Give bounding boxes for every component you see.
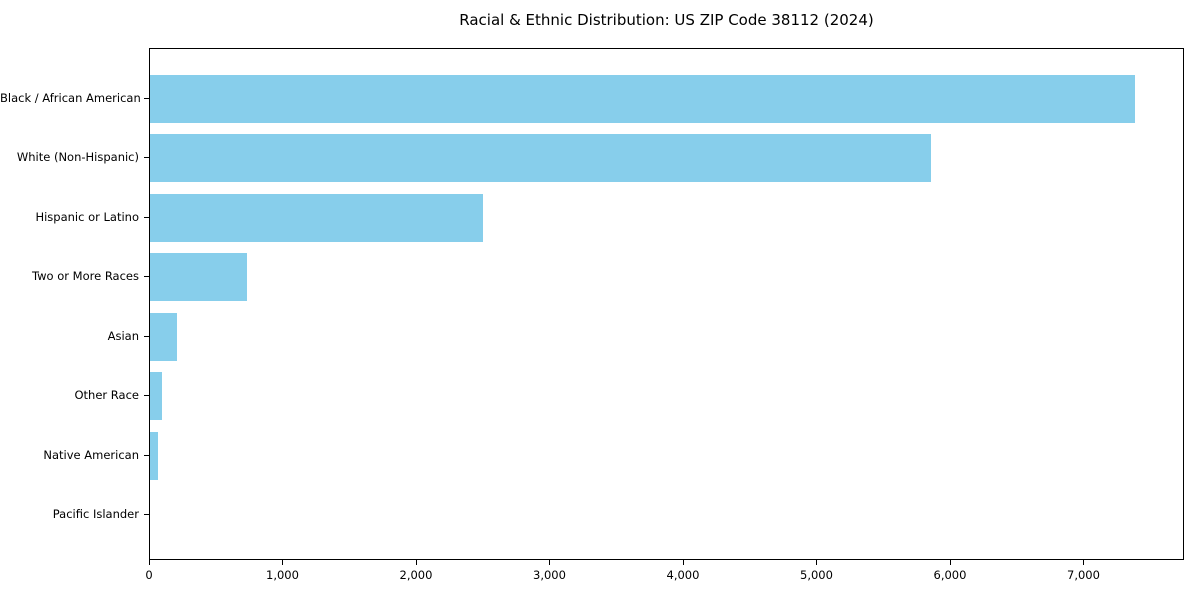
y-axis-category-label: Native American (43, 447, 139, 462)
y-axis-category-label: Two or More Races (32, 269, 139, 284)
bar (150, 372, 162, 421)
bar (150, 431, 158, 480)
bar (150, 134, 931, 183)
y-tick-mark (144, 157, 149, 159)
y-axis-category-label: Asian (107, 328, 139, 343)
bar (150, 75, 1135, 123)
x-tick-label: 7,000 (1067, 568, 1100, 582)
y-tick-mark (144, 454, 149, 456)
x-tick-mark (816, 560, 818, 565)
x-tick-mark (282, 560, 284, 565)
y-tick-mark (144, 98, 149, 99)
x-tick-label: 3,000 (533, 568, 566, 582)
x-tick-label: 6,000 (933, 568, 967, 582)
x-tick-mark (149, 560, 150, 565)
x-tick-label: 1,000 (266, 568, 299, 582)
chart-title: Racial & Ethnic Distribution: US ZIP Cod… (459, 11, 874, 29)
y-axis-category-label: Hispanic or Latino (35, 209, 139, 224)
x-tick-label: 4,000 (666, 568, 700, 582)
bar (150, 312, 177, 361)
plot-area (149, 48, 1184, 560)
x-tick-mark (682, 560, 684, 565)
y-tick-mark (144, 216, 149, 218)
y-tick-mark (144, 276, 149, 278)
x-tick-mark (549, 560, 551, 565)
x-tick-label: 5,000 (800, 568, 833, 582)
y-axis-category-label: Black / African American (0, 91, 141, 105)
y-axis-category-label: White (Non-Hispanic) (16, 150, 139, 165)
y-tick-mark (144, 335, 149, 337)
x-tick-label: 0 (145, 568, 153, 582)
y-tick-mark (144, 514, 149, 515)
x-tick-label: 2,000 (399, 568, 433, 582)
x-tick-mark (1083, 560, 1085, 565)
y-axis-category-label: Other Race (74, 388, 140, 403)
y-tick-mark (144, 395, 149, 397)
bar (150, 253, 248, 302)
y-axis-category-label: Pacific Islander (52, 507, 139, 521)
x-tick-mark (949, 560, 951, 565)
x-tick-mark (415, 560, 417, 565)
bar (150, 193, 484, 242)
